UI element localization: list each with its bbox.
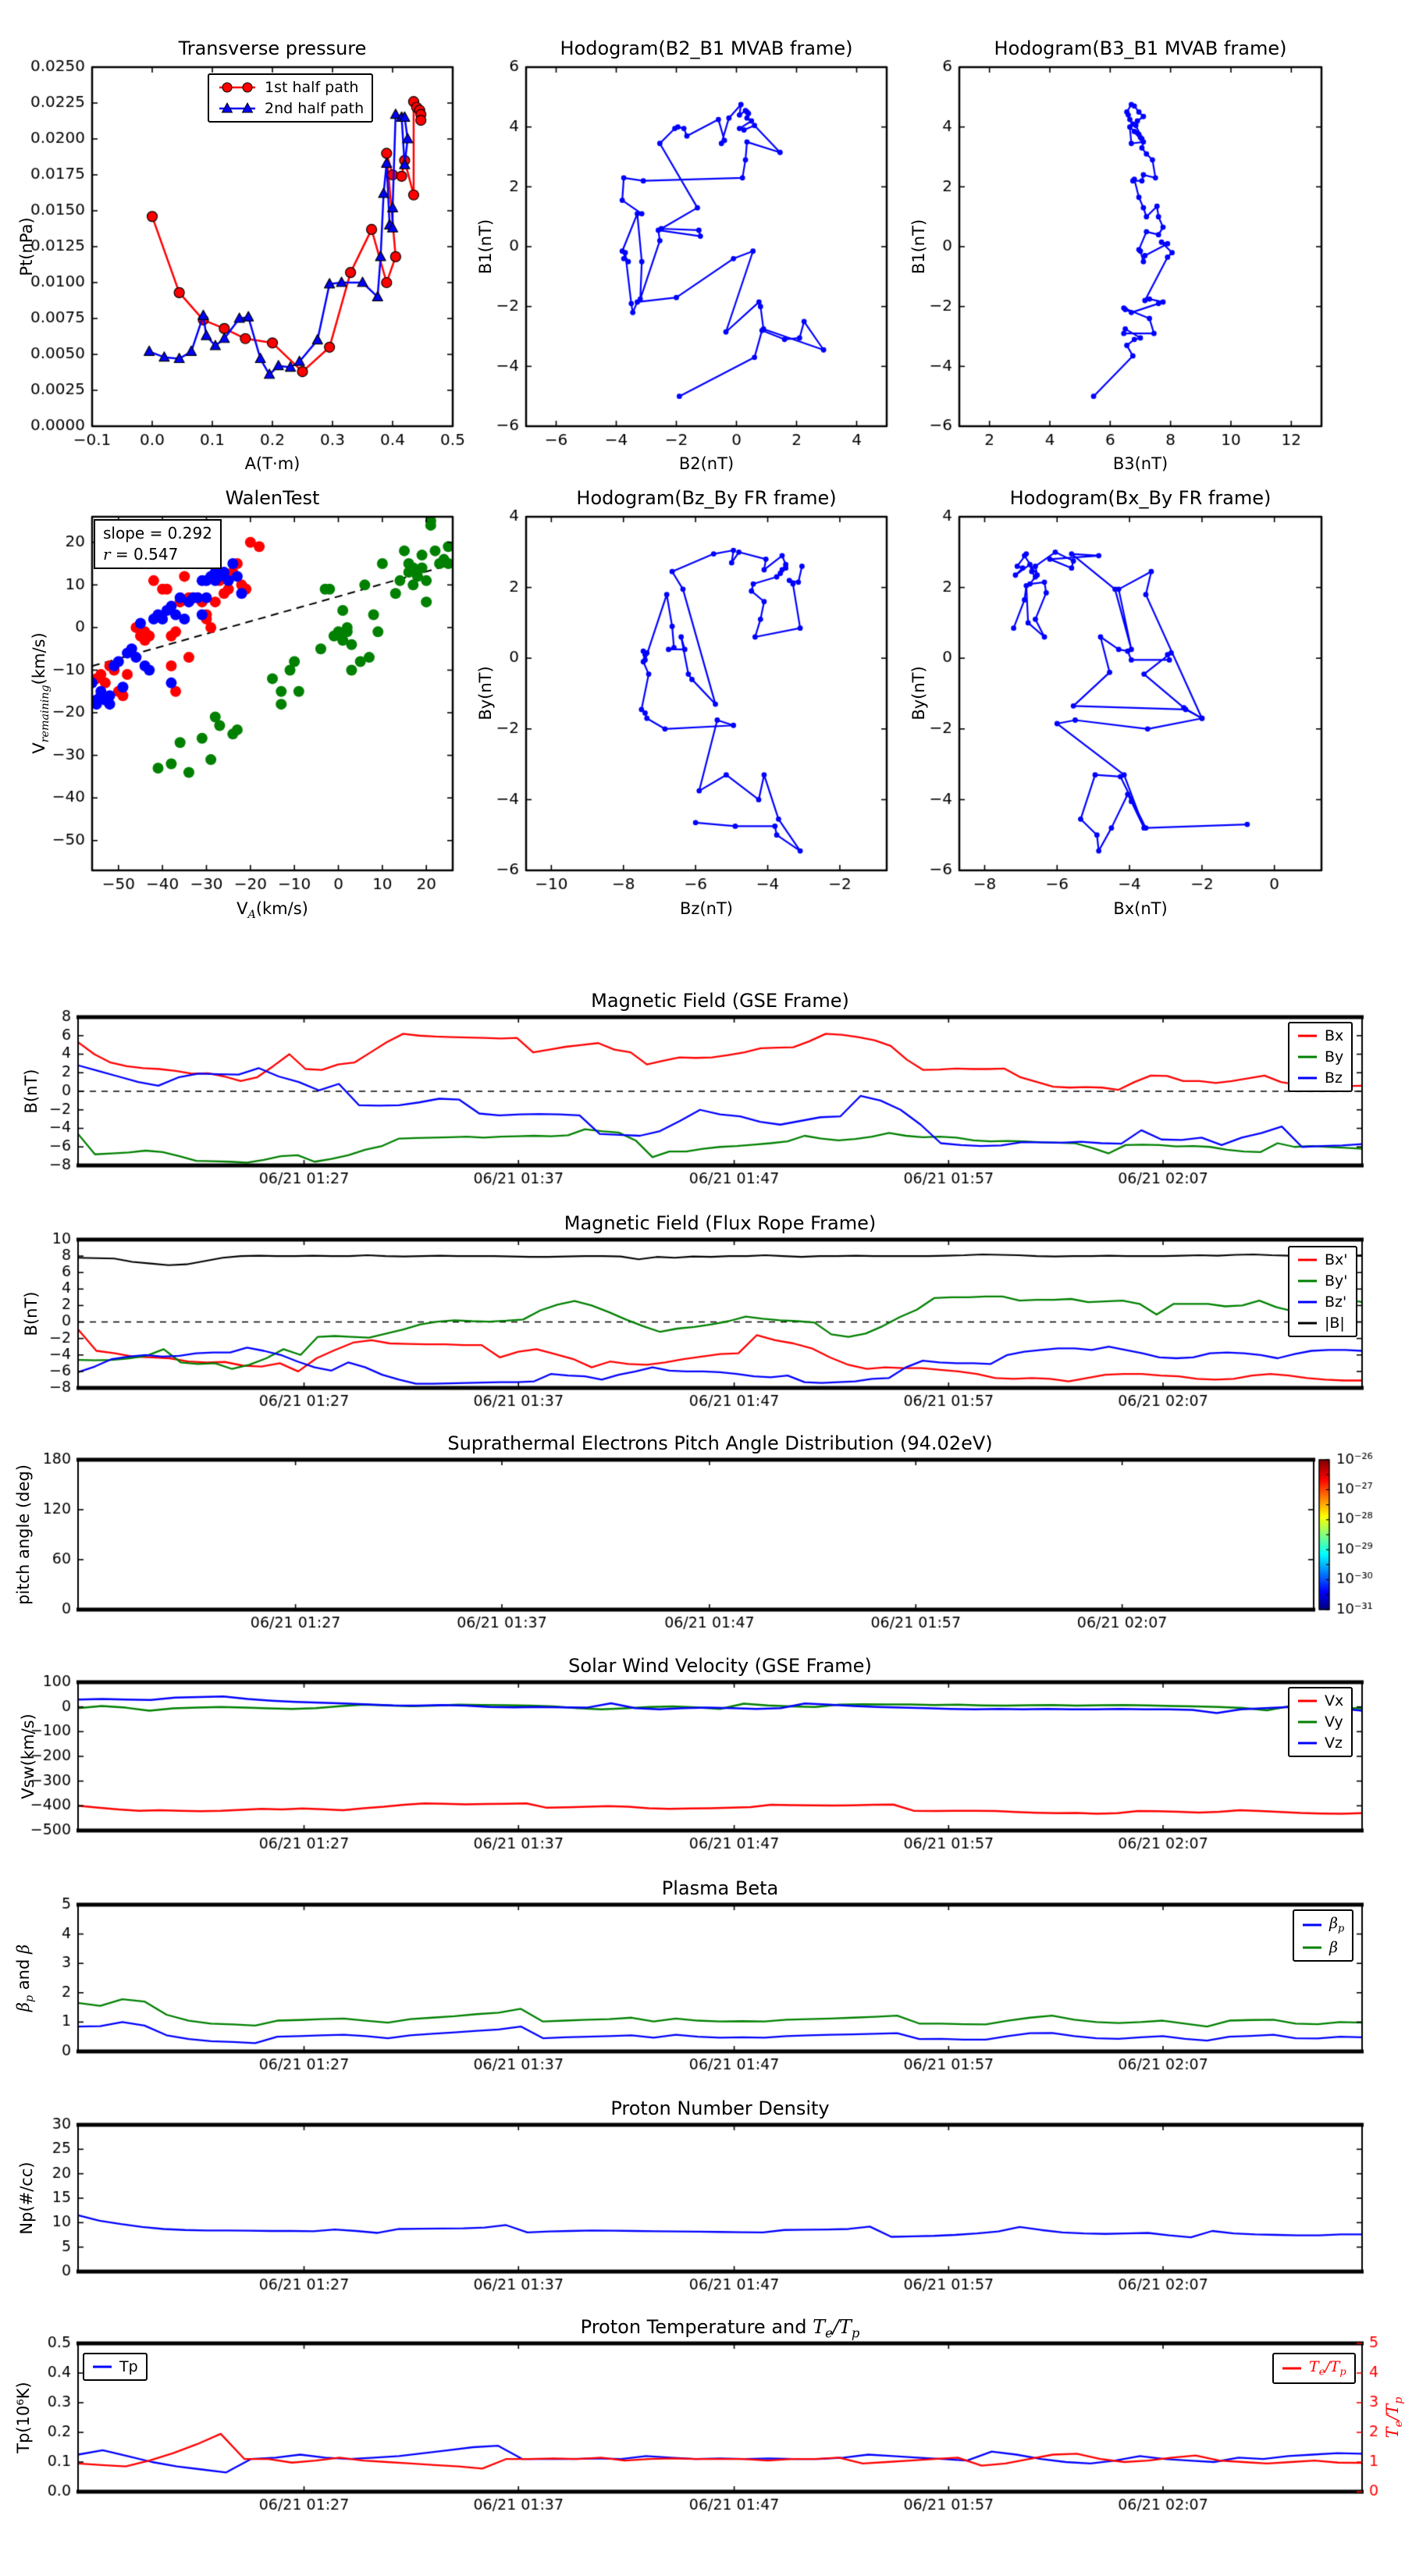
legend-item-label: βp bbox=[1329, 1915, 1345, 1935]
legend-line-swatch bbox=[1303, 1946, 1321, 1949]
walen-fit-annotation: slope = 0.292 r = 0.547 bbox=[94, 519, 222, 569]
legend-line-swatch bbox=[93, 2365, 112, 2368]
xlabel-bz: Bz(nT) bbox=[680, 899, 733, 918]
legend-line-swatch bbox=[1298, 1279, 1317, 1283]
walen-r-text: r = 0.547 bbox=[103, 545, 179, 564]
legend-item-label: Bx' bbox=[1325, 1251, 1348, 1268]
legend-line-swatch bbox=[1298, 1742, 1317, 1745]
legend-item: Bz bbox=[1297, 1069, 1343, 1087]
legend-pressure: 1st half path 2nd half path bbox=[208, 73, 374, 123]
ylabel-vsw: Vsw(km/s) bbox=[19, 1713, 37, 1799]
legend-item-label: 2nd half path bbox=[265, 100, 365, 117]
legend-vsw: Vx Vy Vz bbox=[1288, 1687, 1353, 1757]
legend-item-label: Tp bbox=[119, 2358, 138, 2375]
chart-title-mf-fr: Magnetic Field (Flux Rope Frame) bbox=[564, 1212, 877, 1234]
ylabel-b2b1: B1(nT) bbox=[476, 219, 495, 275]
legend-item-label: β bbox=[1329, 1938, 1338, 1956]
xlabel-bx: Bx(nT) bbox=[1113, 899, 1168, 918]
legend-item-label: Vy bbox=[1325, 1713, 1343, 1731]
legend-item-label: By bbox=[1325, 1048, 1344, 1066]
legend-item-label: Te/Tp bbox=[1309, 2358, 1346, 2379]
xlabel-b2: B2(nT) bbox=[678, 454, 735, 473]
chart-title-hodogram-b3b1: Hodogram(B3_B1 MVAB frame) bbox=[994, 37, 1287, 59]
chart-title-pad: Suprathermal Electrons Pitch Angle Distr… bbox=[447, 1432, 993, 1454]
legend-line-swatch bbox=[1298, 1258, 1317, 1261]
legend-line-swatch bbox=[1298, 1300, 1317, 1304]
ylabel-walen: Vremaining(km/s) bbox=[30, 632, 52, 754]
ylabel-mf-fr: B(nT) bbox=[22, 1291, 41, 1336]
legend-line-swatch bbox=[1282, 2367, 1301, 2370]
legend-item: Vx bbox=[1297, 1692, 1343, 1710]
ylabel-beta: βp and β bbox=[14, 1944, 36, 2012]
chart-title-hodogram-bzby: Hodogram(Bz_By FR frame) bbox=[576, 487, 837, 509]
legend-item: By' bbox=[1297, 1272, 1348, 1290]
legend-marker-swatch bbox=[219, 101, 255, 113]
legend-item: β bbox=[1302, 1939, 1344, 1956]
walen-slope-text: slope = 0.292 bbox=[103, 524, 212, 543]
ylabel-np: Np(#/cc) bbox=[17, 2161, 36, 2235]
chart-title-temp: Proton Temperature and Te/Tp bbox=[580, 2316, 860, 2341]
legend-item: Bz' bbox=[1297, 1293, 1348, 1311]
legend-line-swatch bbox=[1298, 1034, 1317, 1037]
chart-title-mf-gse: Magnetic Field (GSE Frame) bbox=[591, 990, 849, 1012]
legend-item-label: By' bbox=[1325, 1272, 1348, 1290]
legend-item: By bbox=[1297, 1048, 1343, 1066]
chart-title-vsw: Solar Wind Velocity (GSE Frame) bbox=[568, 1655, 872, 1677]
ylabel-temp-right: Te/Tp bbox=[1383, 2396, 1405, 2439]
legend-item-label: Vx bbox=[1325, 1692, 1344, 1710]
legend-line-swatch bbox=[1298, 1055, 1317, 1059]
xlabel-pressure: A(T·m) bbox=[244, 454, 301, 473]
xlabel-walen: VA(km/s) bbox=[237, 899, 308, 921]
legend-line-swatch bbox=[1298, 1076, 1317, 1080]
ylabel-pressure: Pt(nPa) bbox=[17, 217, 36, 276]
legend-line-swatch bbox=[1298, 1720, 1317, 1724]
legend-item: βp bbox=[1302, 1915, 1344, 1935]
legend-item-label: Vz bbox=[1325, 1735, 1343, 1752]
legend-mf-gse: Bx By Bz bbox=[1288, 1022, 1353, 1092]
ylabel-bzby: By(nT) bbox=[476, 666, 495, 720]
chart-title-beta: Plasma Beta bbox=[661, 1877, 779, 1899]
legend-item-label: Bz' bbox=[1325, 1293, 1347, 1311]
xlabel-b3: B3(nT) bbox=[1112, 454, 1168, 473]
legend-tp: Tp bbox=[83, 2353, 148, 2381]
legend-tetp: Te/Tp bbox=[1272, 2353, 1356, 2384]
legend-item: Vz bbox=[1297, 1735, 1343, 1752]
chart-title-transverse-pressure: Transverse pressure bbox=[178, 37, 367, 59]
legend-marker-swatch bbox=[219, 82, 255, 93]
legend-item-label: Bz bbox=[1325, 1069, 1343, 1087]
chart-title-hodogram-b2b1: Hodogram(B2_B1 MVAB frame) bbox=[560, 37, 853, 59]
legend-item: Bx' bbox=[1297, 1251, 1348, 1268]
legend-item-label: Bx bbox=[1325, 1027, 1344, 1044]
chart-title-hodogram-bxby: Hodogram(Bx_By FR frame) bbox=[1009, 487, 1272, 509]
legend-beta: βp β bbox=[1293, 1909, 1354, 1962]
legend-line-swatch bbox=[1298, 1322, 1317, 1325]
ylabel-bxby: By(nT) bbox=[909, 666, 928, 720]
legend-item: 2nd half path bbox=[217, 100, 364, 117]
chart-title-walentest: WalenTest bbox=[225, 487, 320, 509]
legend-item: Te/Tp bbox=[1282, 2358, 1346, 2379]
legend-item: Vy bbox=[1297, 1713, 1343, 1731]
legend-item-label: 1st half path bbox=[265, 79, 359, 96]
legend-item: Tp bbox=[92, 2358, 138, 2375]
legend-line-swatch bbox=[1303, 1923, 1321, 1927]
legend-item: 1st half path bbox=[217, 79, 364, 96]
ylabel-pad: pitch angle (deg) bbox=[14, 1464, 33, 1605]
ylabel-b3b1: B1(nT) bbox=[909, 219, 928, 275]
legend-mf-fr: Bx' By' Bz' |B| bbox=[1288, 1246, 1357, 1337]
ylabel-temp-left: Tp(10⁶K) bbox=[14, 2382, 33, 2453]
legend-item: |B| bbox=[1297, 1315, 1348, 1332]
chart-title-np: Proton Number Density bbox=[610, 2097, 830, 2119]
legend-item-label: |B| bbox=[1325, 1315, 1345, 1332]
legend-item: Bx bbox=[1297, 1027, 1343, 1044]
legend-line-swatch bbox=[1298, 1699, 1317, 1703]
ylabel-mf-gse: B(nT) bbox=[22, 1069, 41, 1114]
